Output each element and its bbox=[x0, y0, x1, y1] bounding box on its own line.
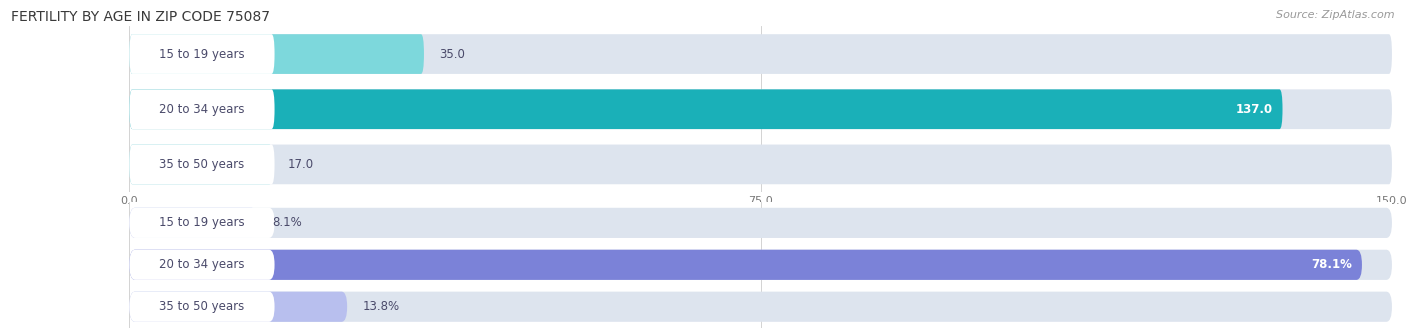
Text: 15 to 19 years: 15 to 19 years bbox=[159, 216, 245, 229]
Text: 20 to 34 years: 20 to 34 years bbox=[159, 103, 245, 116]
FancyBboxPatch shape bbox=[129, 250, 1392, 280]
Text: 15 to 19 years: 15 to 19 years bbox=[159, 48, 245, 61]
Text: 13.8%: 13.8% bbox=[363, 300, 399, 313]
FancyBboxPatch shape bbox=[129, 89, 1392, 129]
FancyBboxPatch shape bbox=[129, 34, 1392, 74]
FancyBboxPatch shape bbox=[129, 208, 1392, 238]
Text: 17.0: 17.0 bbox=[288, 158, 314, 171]
FancyBboxPatch shape bbox=[129, 292, 1392, 322]
Text: 35.0: 35.0 bbox=[439, 48, 465, 61]
Text: 78.1%: 78.1% bbox=[1310, 258, 1351, 271]
FancyBboxPatch shape bbox=[129, 292, 347, 322]
Text: Source: ZipAtlas.com: Source: ZipAtlas.com bbox=[1277, 10, 1395, 20]
FancyBboxPatch shape bbox=[129, 208, 257, 238]
FancyBboxPatch shape bbox=[129, 208, 274, 238]
FancyBboxPatch shape bbox=[129, 292, 274, 322]
Text: 35 to 50 years: 35 to 50 years bbox=[159, 158, 245, 171]
FancyBboxPatch shape bbox=[129, 250, 274, 280]
FancyBboxPatch shape bbox=[129, 145, 273, 184]
FancyBboxPatch shape bbox=[129, 145, 274, 184]
FancyBboxPatch shape bbox=[129, 145, 1392, 184]
FancyBboxPatch shape bbox=[129, 34, 425, 74]
FancyBboxPatch shape bbox=[129, 34, 274, 74]
FancyBboxPatch shape bbox=[129, 250, 1362, 280]
FancyBboxPatch shape bbox=[129, 89, 1282, 129]
Text: 137.0: 137.0 bbox=[1236, 103, 1272, 116]
FancyBboxPatch shape bbox=[129, 89, 274, 129]
Text: 8.1%: 8.1% bbox=[273, 216, 302, 229]
Text: FERTILITY BY AGE IN ZIP CODE 75087: FERTILITY BY AGE IN ZIP CODE 75087 bbox=[11, 10, 270, 24]
Text: 20 to 34 years: 20 to 34 years bbox=[159, 258, 245, 271]
Text: 35 to 50 years: 35 to 50 years bbox=[159, 300, 245, 313]
